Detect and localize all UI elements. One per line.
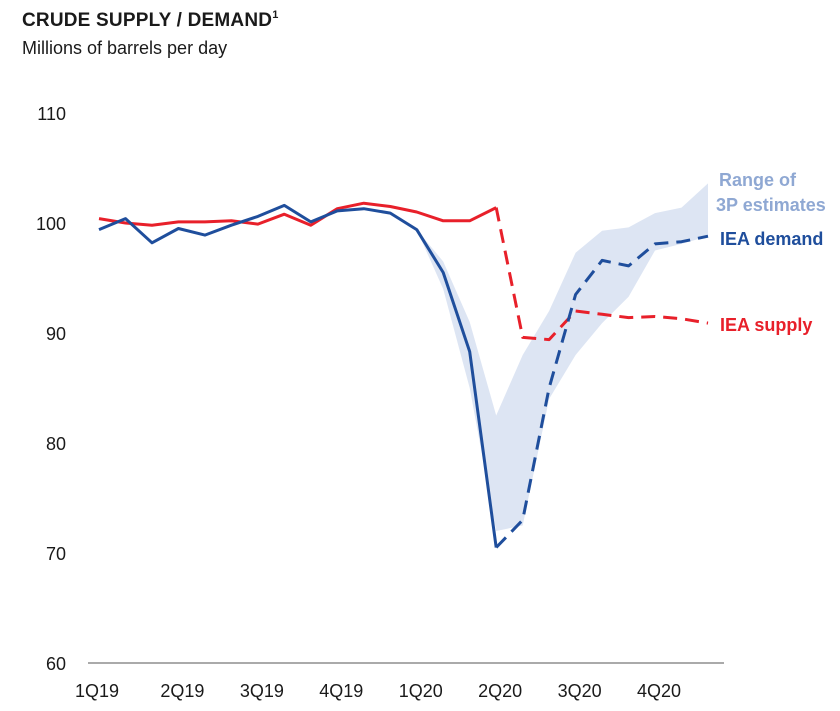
x-tick-label: 1Q19 xyxy=(75,681,119,701)
demand-forecast-line xyxy=(495,234,709,549)
supply-forecast-line xyxy=(494,207,709,342)
x-tick-label: 4Q19 xyxy=(319,681,363,701)
demand-actual-line xyxy=(98,203,498,548)
x-tick-label: 2Q19 xyxy=(160,681,204,701)
range-band xyxy=(416,183,708,531)
x-tick-label: 3Q20 xyxy=(558,681,602,701)
x-tick-label: 2Q20 xyxy=(478,681,522,701)
x-tick-label: 4Q20 xyxy=(637,681,681,701)
x-tick-label: 1Q20 xyxy=(399,681,443,701)
y-tick-label: 90 xyxy=(46,324,66,344)
supply-actual-line xyxy=(98,201,497,227)
chart-title: CRUDE SUPPLY / DEMAND1 xyxy=(22,9,279,31)
supply-legend-label: IEA supply xyxy=(720,315,812,335)
y-tick-label: 80 xyxy=(46,434,66,454)
y-tick-label: 70 xyxy=(46,544,66,564)
title-footnote: 1 xyxy=(272,9,279,21)
x-axis-ticks: 1Q19 2Q19 3Q19 4Q19 1Q20 2Q20 3Q20 4Q20 xyxy=(75,681,681,701)
y-tick-label: 100 xyxy=(36,214,66,234)
demand-legend-label: IEA demand xyxy=(720,229,823,249)
x-tick-label: 3Q19 xyxy=(240,681,284,701)
y-tick-label: 110 xyxy=(37,104,66,124)
y-tick-label: 60 xyxy=(46,654,66,674)
range-label-line-1: Range of xyxy=(719,170,797,190)
range-label-line-2: 3P estimates xyxy=(716,195,826,215)
chart-subtitle: Millions of barrels per day xyxy=(22,38,228,58)
y-axis-ticks: 60 70 80 90 100 110 xyxy=(36,104,66,674)
